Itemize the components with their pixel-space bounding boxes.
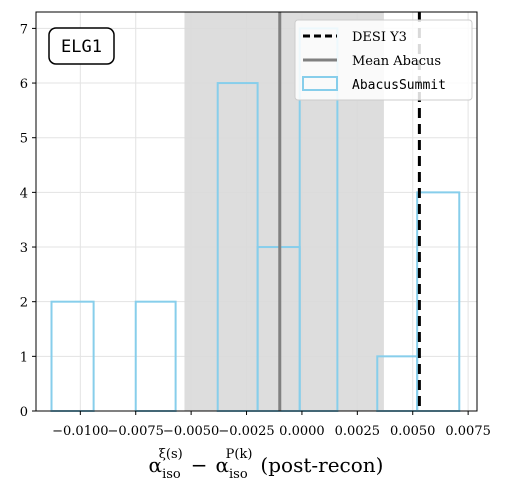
- y-tick-label-6: 6: [20, 77, 28, 92]
- xlabel-alpha-2: α: [215, 453, 229, 477]
- legend-abacus-swatch: [302, 76, 338, 91]
- x-tick-label-7: 0.0075: [445, 424, 491, 439]
- y-tick-label-5: 5: [20, 132, 28, 147]
- panel-label-frame: [48, 27, 115, 65]
- xlabel-minus: −: [191, 453, 208, 477]
- xlabel-suffix: (post-recon): [260, 453, 383, 477]
- x-tick-label-5: 0.0025: [335, 424, 381, 439]
- x-axis-label: αisoξ(s) − αisoP(k) (post-recon): [149, 447, 384, 482]
- y-tick-label-2: 2: [20, 296, 28, 311]
- panel-label-box: ELG1: [48, 27, 115, 65]
- xlabel-sup-1: ξ(s): [159, 447, 183, 462]
- xlabel-sub-2: iso: [229, 467, 248, 482]
- x-tick-label-1: −0.0075: [108, 424, 164, 439]
- xlabel-sub-1: iso: [162, 467, 181, 482]
- legend-frame: [294, 19, 473, 101]
- x-tick-label-6: 0.0050: [390, 424, 436, 439]
- y-tick-label-0: 0: [20, 405, 28, 420]
- xlabel-alpha-1: α: [149, 453, 163, 477]
- axis-ticks: −0.0100 −0.0075 −0.0050 −0.0025 0.0000 0.0025…: [20, 22, 491, 439]
- x-tick-label-3: −0.0025: [218, 424, 274, 439]
- x-tick-label-0: −0.0100: [52, 424, 108, 439]
- x-tick-label-4: 0.0000: [279, 424, 325, 439]
- xlabel-sup-2: P(k): [226, 447, 253, 462]
- x-tick-label-2: −0.0050: [163, 424, 219, 439]
- legend-mean-label: Mean Abacus: [352, 54, 441, 69]
- legend-abacus-label: AbacusSummit: [352, 78, 446, 93]
- legend-desi-label: DESI Y3: [352, 30, 407, 45]
- legend: DESI Y3 Mean Abacus AbacusSummit: [294, 19, 473, 101]
- y-tick-label-7: 7: [20, 22, 28, 37]
- panel-label: ELG1: [61, 37, 102, 57]
- plot-frame: [35, 11, 478, 412]
- y-tick-label-3: 3: [20, 241, 28, 256]
- y-tick-label-1: 1: [20, 350, 28, 365]
- y-tick-label-4: 4: [20, 186, 28, 201]
